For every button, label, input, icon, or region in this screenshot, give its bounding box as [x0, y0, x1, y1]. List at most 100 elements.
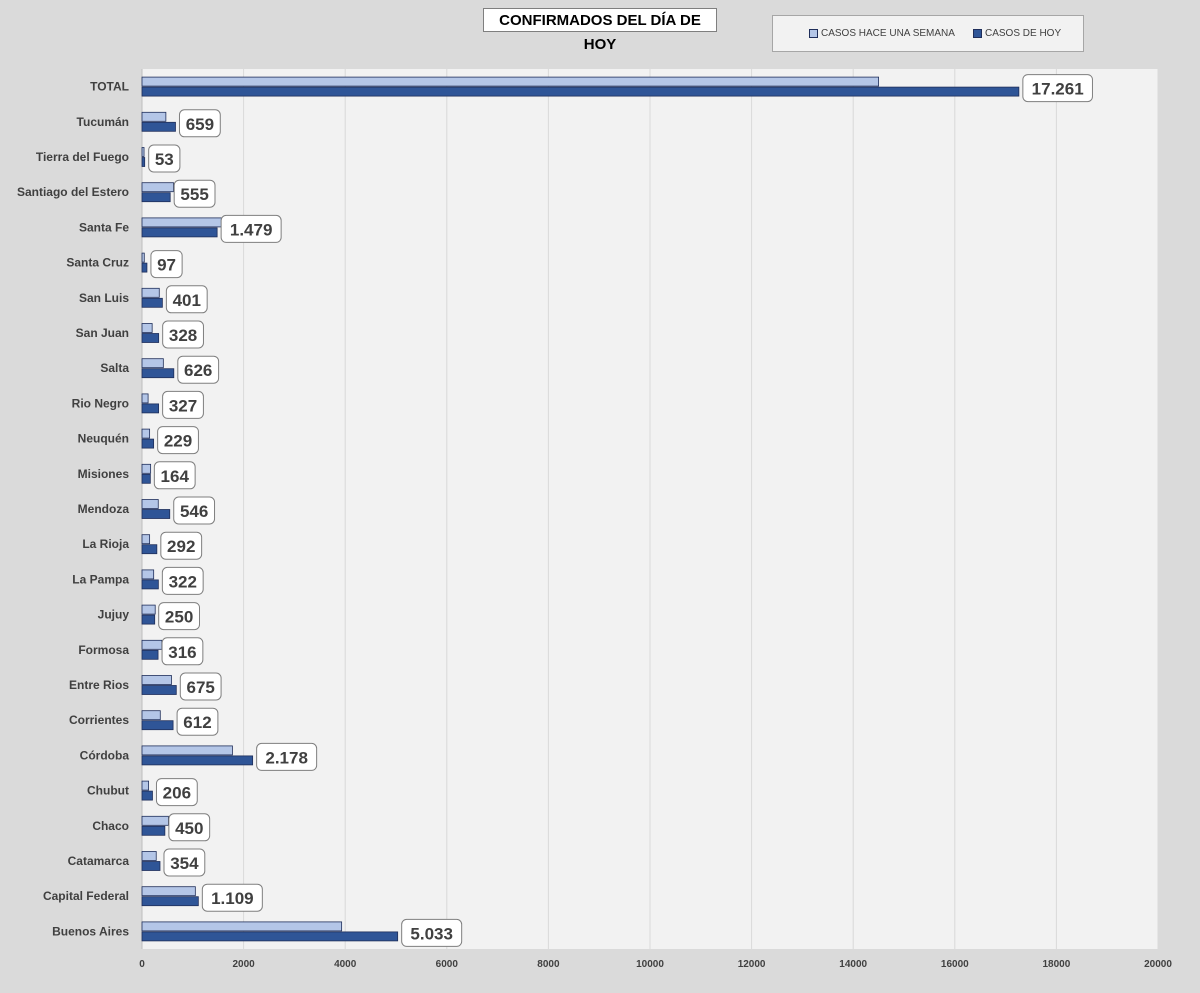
bar-prev-week [141, 182, 174, 193]
x-tick-label: 18000 [1042, 959, 1070, 970]
category-label: Salta [100, 361, 129, 375]
bar-prev-week [141, 886, 196, 897]
data-label-box [220, 214, 282, 243]
bar-prev-week [141, 710, 161, 721]
data-label: 401 [173, 291, 201, 310]
bar-today [141, 649, 159, 660]
data-label-box [179, 672, 222, 701]
bar-today [141, 262, 148, 273]
data-label: 328 [169, 326, 197, 345]
bar-prev-week [141, 921, 343, 932]
bar-prev-week [141, 252, 145, 263]
bar-prev-week [141, 745, 233, 756]
data-label: 450 [175, 819, 203, 838]
category-label: Santa Fe [79, 220, 129, 234]
data-label: 1.109 [211, 889, 254, 908]
bar-prev-week [141, 534, 151, 545]
legend-item-prev-week: CASOS HACE UNA SEMANA [809, 28, 955, 39]
category-label: Entre Rios [69, 678, 129, 692]
data-label-box [178, 109, 221, 138]
data-label-box [401, 918, 463, 947]
bar-today [141, 403, 160, 414]
data-label: 659 [186, 115, 214, 134]
bar-today [141, 157, 146, 167]
data-label: 1.479 [230, 220, 273, 239]
bar-today [141, 368, 175, 379]
data-label: 327 [169, 396, 197, 415]
data-label-box [160, 531, 203, 560]
bar-today [141, 192, 171, 203]
data-label: 675 [187, 678, 215, 697]
bar-prev-week [141, 393, 149, 404]
bar-today [141, 227, 218, 238]
data-label-box [155, 778, 198, 807]
data-label-box [173, 496, 216, 525]
bar-prev-week [141, 639, 163, 650]
x-tick-label: 12000 [738, 959, 766, 970]
bar-today [141, 297, 163, 308]
bar-today [141, 509, 171, 519]
x-tick-label: 10000 [636, 959, 664, 970]
bar-today [141, 579, 159, 590]
category-label: Tierra del Fuego [36, 150, 129, 164]
bar-prev-week [141, 76, 879, 87]
x-tick-label: 14000 [839, 959, 867, 970]
data-label: 5.033 [410, 924, 453, 943]
bar-prev-week [141, 428, 151, 439]
legend-label-today: CASOS DE HOY [985, 28, 1062, 39]
category-label: San Juan [76, 326, 129, 340]
data-label: 322 [169, 572, 197, 591]
category-label: Rio Negro [72, 396, 129, 410]
bar-today [141, 825, 166, 836]
data-label: 17.261 [1032, 80, 1084, 99]
data-label-box [161, 637, 204, 666]
bar-today [141, 473, 151, 484]
data-label: 354 [170, 854, 199, 873]
x-tick-label: 0 [139, 959, 145, 970]
data-label: 206 [163, 784, 191, 803]
category-label: Mendoza [78, 502, 130, 516]
category-label: Córdoba [80, 748, 130, 762]
x-tick-label: 8000 [537, 959, 560, 970]
data-label: 53 [155, 150, 174, 169]
data-label-box [150, 250, 183, 279]
bar-prev-week [141, 499, 159, 509]
x-tick-label: 20000 [1144, 959, 1172, 970]
data-label-box [162, 320, 204, 349]
category-label: San Luis [79, 291, 129, 305]
category-label: Santa Cruz [66, 256, 129, 270]
data-label-box [256, 742, 318, 771]
category-label: La Pampa [72, 572, 129, 586]
bar-today [141, 614, 156, 625]
category-label: Jujuy [98, 608, 130, 622]
x-tick-label: 4000 [334, 959, 357, 970]
category-label: Chubut [87, 784, 129, 798]
bar-today [141, 333, 160, 343]
bar-today [141, 121, 176, 132]
category-label: Misiones [78, 467, 130, 481]
bar-today [141, 438, 155, 449]
data-label: 555 [180, 185, 208, 204]
bar-prev-week [141, 851, 157, 861]
legend-swatch-today [973, 29, 982, 38]
bar-prev-week [141, 780, 150, 791]
category-label: Buenos Aires [52, 924, 129, 938]
bar-prev-week [141, 604, 156, 615]
bar-prev-week [141, 569, 155, 580]
data-label-box [201, 883, 263, 912]
data-label-box [173, 179, 216, 208]
x-tick-label: 2000 [232, 959, 255, 970]
data-label-box [162, 390, 204, 419]
data-label-box [157, 426, 199, 455]
data-label-box [177, 355, 220, 384]
data-label: 292 [167, 537, 195, 556]
data-label-box [148, 144, 181, 173]
data-label-box [1022, 74, 1093, 103]
data-label: 316 [168, 643, 196, 662]
data-label: 229 [164, 432, 192, 451]
bar-prev-week [141, 111, 167, 122]
legend: CASOS HACE UNA SEMANA CASOS DE HOY [772, 15, 1084, 52]
bar-today [141, 861, 161, 871]
category-label: Santiago del Estero [17, 185, 129, 199]
